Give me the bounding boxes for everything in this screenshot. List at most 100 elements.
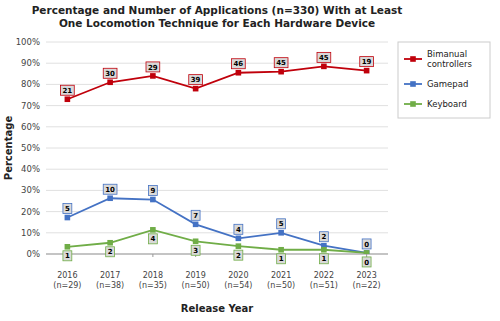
count-label-text: 30 (105, 70, 115, 78)
grid-line (46, 126, 388, 127)
marker (107, 240, 113, 246)
legend: BimanualcontrollersGamepadKeyboard (398, 42, 490, 118)
text-line: (n=38) (96, 281, 124, 290)
grid-line (46, 211, 388, 212)
count-label-text: 19 (362, 58, 372, 66)
y-tick-label: 60% (21, 122, 40, 132)
count-label-box (360, 57, 374, 67)
count-label: 2 (106, 247, 115, 257)
count-label: 10 (103, 184, 117, 194)
text-line: controllers (427, 59, 473, 69)
y-tick-label: 50% (21, 143, 40, 153)
y-tick-label: 40% (21, 164, 40, 174)
count-label: 5 (63, 204, 72, 214)
count-label: 30 (103, 68, 117, 78)
legend-marker (410, 56, 416, 62)
chart: Percentage and Number of Applications (n… (0, 0, 500, 321)
count-label-text: 5 (279, 220, 284, 228)
count-label: 45 (274, 58, 288, 68)
marker (364, 68, 370, 74)
count-label-box (148, 234, 157, 244)
marker (150, 73, 156, 79)
text-line: (n=22) (353, 281, 381, 290)
grid-line (46, 63, 388, 64)
count-label-box (319, 232, 328, 242)
count-label: 46 (232, 59, 246, 69)
legend-marker (410, 101, 416, 107)
count-label-text: 10 (105, 186, 115, 194)
y-tick-label: 100% (16, 37, 40, 47)
count-label-box (277, 219, 286, 229)
grid-line (46, 42, 388, 43)
marker (150, 197, 156, 203)
grid-line (46, 148, 388, 149)
grid-line (46, 84, 388, 85)
legend-marker (410, 81, 416, 87)
legend-entry: Bimanualcontrollers (427, 49, 473, 69)
y-axis-label: Percentage (3, 116, 14, 181)
x-tick-label: 2016(n=29) (53, 271, 81, 290)
count-label-box (232, 59, 246, 69)
text-line: 2019 (185, 271, 205, 280)
text-line: Bimanual (427, 49, 467, 59)
x-axis-line (46, 254, 388, 255)
marker (107, 195, 113, 201)
count-label: 19 (360, 57, 374, 67)
legend-entry: Gamepad (427, 79, 468, 89)
legend-frame (398, 42, 490, 118)
count-label-text: 21 (63, 87, 73, 95)
marker (278, 230, 284, 236)
text-line: One Locomotion Technique for Each Hardwa… (59, 17, 375, 29)
count-label: 5 (277, 219, 286, 229)
count-label-text: 39 (191, 76, 201, 84)
series (65, 64, 370, 102)
count-label-box (277, 254, 286, 264)
text-line: 2018 (143, 271, 163, 280)
series-line (67, 66, 366, 99)
count-label-text: 4 (236, 226, 241, 234)
count-label: 7 (191, 210, 200, 220)
series-line (67, 198, 366, 253)
count-label-text: 45 (319, 54, 329, 62)
marker (236, 236, 242, 242)
count-label-box (103, 68, 117, 78)
marker (321, 247, 327, 253)
count-label-box (362, 239, 371, 249)
count-label-box (106, 247, 115, 257)
count-label: 1 (277, 254, 286, 264)
y-tick-label: 30% (21, 185, 40, 195)
count-label: 1 (63, 251, 72, 261)
text-line: 2017 (100, 271, 120, 280)
text-line: 2021 (271, 271, 291, 280)
count-label: 9 (148, 186, 157, 196)
count-label: 4 (234, 224, 243, 234)
marker (321, 64, 327, 70)
marker (278, 247, 284, 253)
count-label: 2 (319, 232, 328, 242)
marker (193, 222, 199, 228)
title: Percentage and Number of Applications (n… (32, 4, 403, 29)
text-line: (n=51) (310, 281, 338, 290)
count-label-box (146, 62, 160, 72)
y-tick-label: 90% (21, 58, 40, 68)
grid-line (46, 169, 388, 170)
count-label-text: 46 (234, 60, 244, 68)
count-label: 0 (362, 239, 371, 249)
text-line: (n=50) (267, 281, 295, 290)
count-label-box (191, 210, 200, 220)
count-label-box (362, 257, 371, 267)
text-line: Gamepad (427, 79, 468, 89)
marker (236, 70, 242, 76)
text-line: (n=50) (182, 281, 210, 290)
count-label-text: 45 (276, 59, 286, 67)
count-label-text: 7 (193, 212, 198, 220)
grid-line (46, 254, 388, 255)
y-tick-label: 20% (21, 207, 40, 217)
count-label: 29 (146, 62, 160, 72)
grid-line (46, 190, 388, 191)
x-tick-label: 2021(n=50) (267, 271, 295, 290)
text-line: 2023 (356, 271, 376, 280)
marker (236, 243, 242, 249)
count-label: 2 (234, 250, 243, 260)
grid-line (46, 105, 388, 106)
